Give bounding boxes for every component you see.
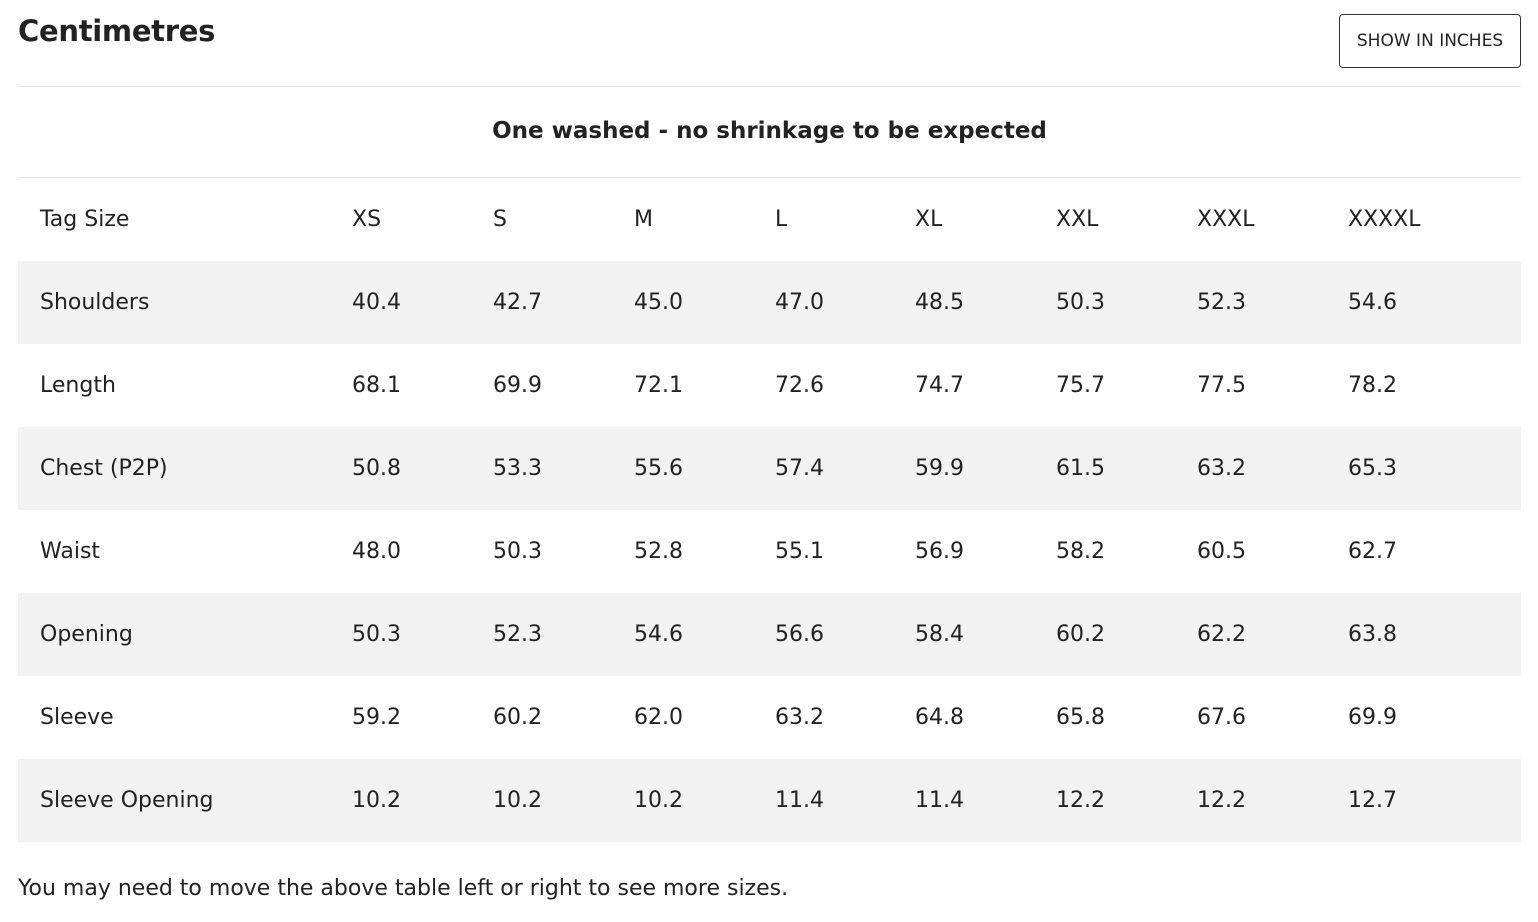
table-header-row: Tag Size XS S M L XL XXL XXXL XXXXL [18, 178, 1521, 261]
table-cell: 67.6 [1197, 705, 1246, 730]
table-cell: 65.8 [1056, 705, 1105, 730]
table-cell: 64.8 [915, 705, 964, 730]
table-cell: 10.2 [352, 788, 401, 813]
table-cell: 74.7 [915, 373, 964, 398]
table-cell: 56.9 [915, 539, 964, 564]
column-header: XL [915, 207, 943, 232]
table-cell: 55.1 [775, 539, 824, 564]
table-cell: 72.6 [775, 373, 824, 398]
table-cell: 61.5 [1056, 456, 1105, 481]
table-cell: 62.7 [1348, 539, 1397, 564]
column-header: Tag Size [40, 207, 130, 232]
table-cell: 68.1 [352, 373, 401, 398]
size-chart-header: Centimetres SHOW IN INCHES [18, 0, 1521, 87]
table-cell: 12.2 [1197, 788, 1246, 813]
table-row: Chest (P2P) 50.8 53.3 55.6 57.4 59.9 61.… [18, 427, 1521, 510]
table-cell: 59.2 [352, 705, 401, 730]
table-cell: 50.3 [352, 622, 401, 647]
table-cell: 62.2 [1197, 622, 1246, 647]
table-cell: 54.6 [1348, 290, 1397, 315]
row-label: Opening [40, 622, 133, 647]
column-header: M [634, 207, 653, 232]
shrinkage-notice: One washed - no shrinkage to be expected [18, 87, 1521, 178]
table-cell: 42.7 [493, 290, 542, 315]
column-header: XXXXL [1348, 207, 1421, 232]
table-cell: 58.4 [915, 622, 964, 647]
column-header: XXXL [1197, 207, 1255, 232]
column-header: XXL [1056, 207, 1099, 232]
table-cell: 63.2 [775, 705, 824, 730]
table-cell: 55.6 [634, 456, 683, 481]
table-cell: 12.7 [1348, 788, 1397, 813]
table-cell: 11.4 [915, 788, 964, 813]
row-label: Chest (P2P) [40, 456, 168, 481]
table-cell: 62.0 [634, 705, 683, 730]
table-row: Sleeve Opening 10.2 10.2 10.2 11.4 11.4 … [18, 759, 1521, 842]
table-row: Waist 48.0 50.3 52.8 55.1 56.9 58.2 60.5… [18, 510, 1521, 593]
table-cell: 69.9 [1348, 705, 1397, 730]
row-label: Shoulders [40, 290, 150, 315]
table-cell: 60.2 [493, 705, 542, 730]
table-cell: 12.2 [1056, 788, 1105, 813]
table-cell: 56.6 [775, 622, 824, 647]
table-cell: 40.4 [352, 290, 401, 315]
scroll-hint: You may need to move the above table lef… [18, 876, 789, 901]
column-header: XS [352, 207, 382, 232]
table-cell: 63.2 [1197, 456, 1246, 481]
table-cell: 75.7 [1056, 373, 1105, 398]
table-cell: 47.0 [775, 290, 824, 315]
table-cell: 60.2 [1056, 622, 1105, 647]
table-cell: 72.1 [634, 373, 683, 398]
table-row: Shoulders 40.4 42.7 45.0 47.0 48.5 50.3 … [18, 261, 1521, 344]
table-cell: 11.4 [775, 788, 824, 813]
table-cell: 48.5 [915, 290, 964, 315]
table-cell: 45.0 [634, 290, 683, 315]
table-cell: 52.3 [1197, 290, 1246, 315]
table-cell: 60.5 [1197, 539, 1246, 564]
size-chart: Centimetres SHOW IN INCHES One washed - … [18, 0, 1521, 901]
table-cell: 69.9 [493, 373, 542, 398]
table-row: Sleeve 59.2 60.2 62.0 63.2 64.8 65.8 67.… [18, 676, 1521, 759]
table-cell: 63.8 [1348, 622, 1397, 647]
size-table: Tag Size XS S M L XL XXL XXXL XXXXL Shou… [18, 178, 1521, 842]
table-cell: 58.2 [1056, 539, 1105, 564]
show-in-inches-button[interactable]: SHOW IN INCHES [1339, 14, 1521, 68]
row-label: Sleeve [40, 705, 114, 730]
table-cell: 50.3 [1056, 290, 1105, 315]
row-label: Waist [40, 539, 101, 564]
table-cell: 50.8 [352, 456, 401, 481]
table-cell: 65.3 [1348, 456, 1397, 481]
table-cell: 52.8 [634, 539, 683, 564]
table-cell: 48.0 [352, 539, 401, 564]
table-cell: 77.5 [1197, 373, 1246, 398]
table-row: Length 68.1 69.9 72.1 72.6 74.7 75.7 77.… [18, 344, 1521, 427]
column-header: S [493, 207, 507, 232]
page-title: Centimetres [18, 14, 216, 48]
table-cell: 78.2 [1348, 373, 1397, 398]
table-cell: 57.4 [775, 456, 824, 481]
table-cell: 10.2 [493, 788, 542, 813]
table-cell: 10.2 [634, 788, 683, 813]
column-header: L [775, 207, 788, 232]
table-cell: 59.9 [915, 456, 964, 481]
table-cell: 54.6 [634, 622, 683, 647]
table-cell: 52.3 [493, 622, 542, 647]
table-row: Opening 50.3 52.3 54.6 56.6 58.4 60.2 62… [18, 593, 1521, 676]
row-label: Length [40, 373, 116, 398]
table-cell: 53.3 [493, 456, 542, 481]
table-cell: 50.3 [493, 539, 542, 564]
row-label: Sleeve Opening [40, 788, 214, 813]
